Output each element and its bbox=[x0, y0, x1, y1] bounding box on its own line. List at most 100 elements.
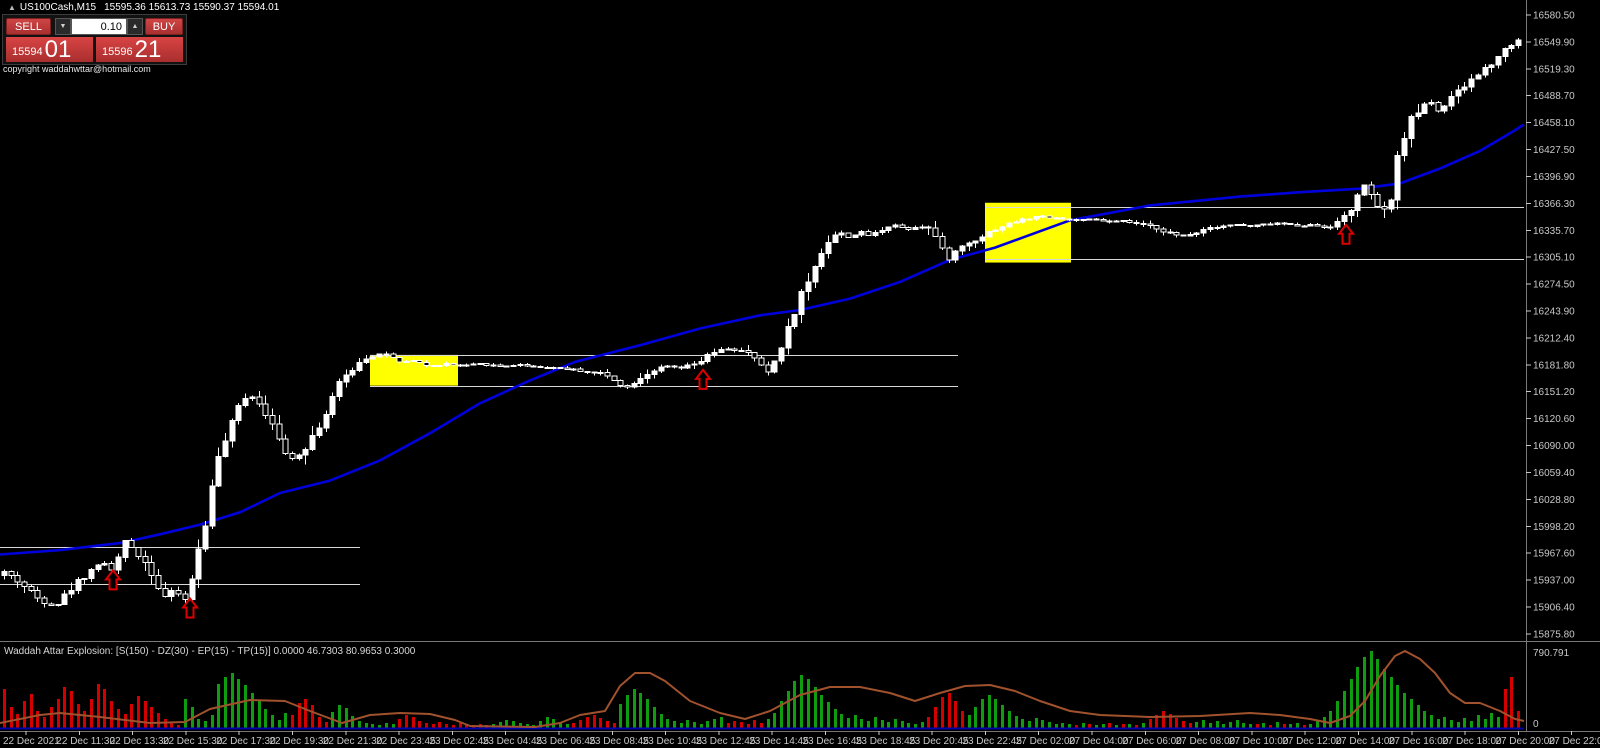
volume-decrease-button[interactable]: ▼ bbox=[55, 18, 71, 35]
explosion-bar-up bbox=[854, 715, 857, 729]
bear-candle bbox=[865, 231, 872, 237]
explosion-bar-up bbox=[378, 725, 381, 729]
explosion-bar-down bbox=[1155, 715, 1158, 729]
up-arrow-icon[interactable] bbox=[103, 568, 123, 591]
bear-candle bbox=[1140, 223, 1147, 226]
bear-candle bbox=[28, 585, 35, 592]
sell-button[interactable]: SELL bbox=[6, 18, 51, 35]
explosion-bar-up bbox=[653, 707, 656, 729]
collapse-triangle-icon[interactable]: ▲ bbox=[8, 3, 16, 12]
explosion-bar-up bbox=[1490, 713, 1493, 729]
bull-candle bbox=[115, 556, 122, 571]
bull-candle bbox=[168, 589, 175, 597]
explosion-bar-down bbox=[572, 723, 575, 729]
explosion-bar-up bbox=[1222, 724, 1225, 729]
bear-candle bbox=[14, 575, 21, 583]
explosion-bar-up bbox=[231, 673, 234, 729]
bull-candle bbox=[215, 456, 222, 487]
explosion-bar-up bbox=[392, 724, 395, 729]
explosion-bar-up bbox=[1041, 720, 1044, 729]
up-arrow-icon[interactable] bbox=[1336, 223, 1356, 245]
explosion-bar-up bbox=[546, 717, 549, 729]
bull-candle bbox=[1006, 222, 1013, 228]
explosion-bar-down bbox=[164, 719, 167, 729]
bull-candle bbox=[403, 360, 410, 363]
bear-candle bbox=[537, 365, 544, 368]
bull-candle bbox=[718, 349, 725, 353]
bear-candle bbox=[1435, 102, 1442, 112]
bear-candle bbox=[1267, 223, 1274, 226]
bull-candle bbox=[1401, 137, 1408, 157]
explosion-bar-up bbox=[1457, 722, 1460, 729]
explosion-bar-up bbox=[827, 702, 830, 729]
copyright-label: copyright waddahwttar@hotmail.com bbox=[3, 64, 151, 74]
bear-candle bbox=[1173, 232, 1180, 236]
ask-price-main: 15596 bbox=[102, 46, 133, 58]
explosion-bar-up bbox=[1028, 721, 1031, 729]
explosion-bar-up bbox=[197, 719, 200, 729]
price-axis-label: 16366.30 bbox=[1533, 199, 1575, 210]
bull-candle bbox=[369, 356, 376, 360]
explosion-bar-up bbox=[639, 693, 642, 729]
bear-candle bbox=[939, 236, 946, 249]
bull-candle bbox=[363, 358, 370, 363]
explosion-bar-up bbox=[1048, 722, 1051, 729]
bull-candle bbox=[858, 231, 865, 236]
bear-candle bbox=[1247, 225, 1254, 228]
one-click-trading-panel: SELL ▼ ▲ BUY 15594 01 15596 21 bbox=[2, 14, 187, 65]
bull-candle bbox=[1441, 105, 1448, 112]
explosion-bar-down bbox=[1122, 724, 1125, 729]
bear-candle bbox=[1147, 223, 1154, 227]
up-arrow-icon[interactable] bbox=[693, 368, 713, 390]
bear-candle bbox=[1026, 218, 1033, 221]
explosion-bar-down bbox=[325, 722, 328, 729]
bull-candle bbox=[1428, 102, 1435, 105]
bear-candle bbox=[155, 574, 162, 589]
bull-candle bbox=[1421, 103, 1428, 114]
up-arrow-icon[interactable] bbox=[180, 596, 200, 619]
bull-candle bbox=[999, 226, 1006, 231]
bull-candle bbox=[1013, 221, 1020, 224]
explosion-bar-up bbox=[1316, 721, 1319, 729]
volume-increase-button[interactable]: ▲ bbox=[127, 18, 143, 35]
explosion-bar-up bbox=[706, 721, 709, 729]
explosion-bar-up bbox=[673, 721, 676, 729]
explosion-bar-up bbox=[1430, 715, 1433, 729]
explosion-bar-down bbox=[1269, 725, 1272, 729]
bull-candle bbox=[1019, 218, 1026, 223]
price-axis-label: 16335.70 bbox=[1533, 226, 1575, 237]
explosion-bar-up bbox=[559, 722, 562, 729]
explosion-bar-up bbox=[680, 723, 683, 729]
buy-button[interactable]: BUY bbox=[145, 18, 183, 35]
highlight-box[interactable] bbox=[985, 202, 1071, 263]
explosion-bar-down bbox=[961, 711, 964, 729]
time-axis-label: 27 Dec 04:00 bbox=[1069, 736, 1129, 747]
explosion-bar-up bbox=[1363, 657, 1366, 729]
explosion-bar-up bbox=[1035, 718, 1038, 729]
bear-candle bbox=[564, 367, 571, 371]
bull-candle bbox=[242, 397, 249, 406]
bull-candle bbox=[88, 568, 95, 579]
explosion-bar-up bbox=[881, 720, 884, 729]
explosion-bar-down bbox=[934, 707, 937, 729]
bear-candle bbox=[8, 571, 15, 577]
bull-candle bbox=[711, 351, 718, 356]
explosion-bar-down bbox=[1162, 711, 1165, 729]
explosion-bar-up bbox=[713, 719, 716, 729]
waddah-attar-indicator-pane[interactable]: Waddah Attar Explosion: [S(150) - DZ(30)… bbox=[0, 646, 1570, 730]
explosion-bar-up bbox=[1417, 705, 1420, 729]
moving-average-line[interactable] bbox=[0, 123, 1525, 556]
time-axis-label: 27 Dec 22:00 bbox=[1549, 736, 1600, 747]
bear-candle bbox=[1160, 228, 1167, 233]
bull-candle bbox=[992, 229, 999, 232]
explosion-bar-up bbox=[894, 719, 897, 729]
price-axis: 16580.50 16549.90 16519.30 16488.70 16458.10… bbox=[1526, 11, 1575, 640]
volume-input[interactable] bbox=[71, 18, 127, 35]
bear-candle bbox=[1314, 223, 1321, 227]
time-axis-label: 23 Dec 10:45 bbox=[643, 736, 703, 747]
price-axis-label: 16580.50 bbox=[1533, 11, 1575, 22]
bear-candle bbox=[450, 363, 457, 366]
bear-candle bbox=[751, 352, 758, 359]
